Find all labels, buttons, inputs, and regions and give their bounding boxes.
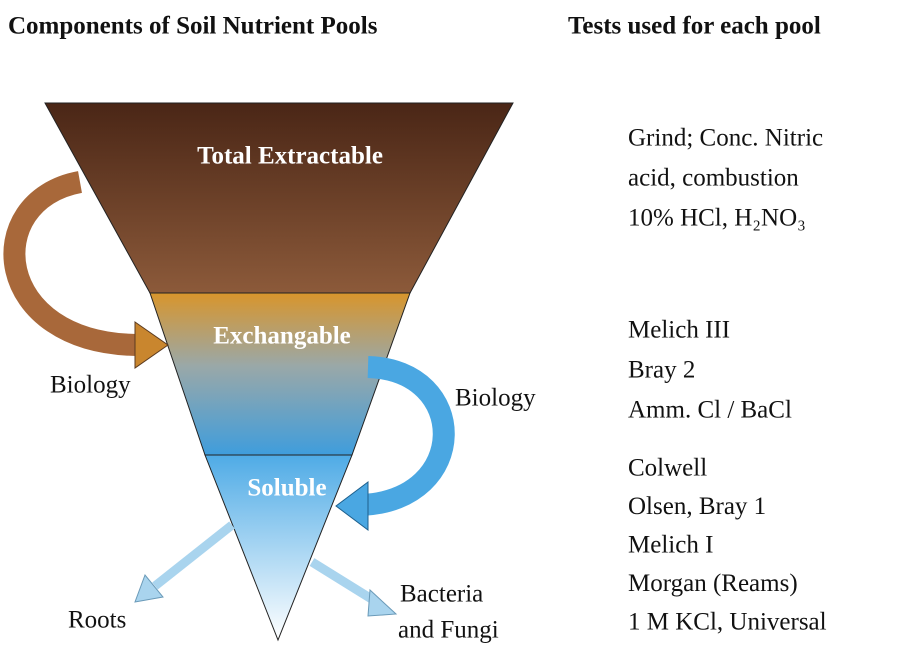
arrow-label: Biology xyxy=(50,372,131,399)
pool-label: Soluble xyxy=(247,475,326,502)
arrow-biology-left xyxy=(3,171,141,356)
test-line: Olsen, Bray 1 xyxy=(628,493,766,520)
arrowhead xyxy=(134,574,164,603)
test-line: Colwell xyxy=(628,455,707,482)
test-line: Bray 2 xyxy=(628,357,695,384)
arrowhead xyxy=(335,481,369,531)
pool-soluble xyxy=(204,454,353,642)
pool-label: Exchangable xyxy=(213,323,351,350)
arrow-label: and Fungi xyxy=(398,617,499,644)
test-line: 10% HCl, H₂NO₃ xyxy=(628,205,806,232)
test-line: Grind; Conc. Nitric xyxy=(628,125,823,152)
arrow-roots xyxy=(152,521,235,590)
arrowhead xyxy=(134,321,169,369)
header-right: Tests used for each pool xyxy=(568,13,821,40)
test-line: Melich III xyxy=(628,317,730,344)
test-line: Amm. Cl / BaCl xyxy=(628,397,792,424)
arrow-label: Roots xyxy=(68,607,126,634)
header-left: Components of Soil Nutrient Pools xyxy=(8,13,378,40)
tests: Grind; Conc. Nitric acid, combustion 10% H… xyxy=(628,125,827,636)
test-line: acid, combustion xyxy=(628,165,799,192)
pool-total xyxy=(44,102,514,294)
arrow-bacteria xyxy=(309,558,381,607)
pool-label: Total Extractable xyxy=(197,143,383,170)
test-line: 1 M KCl, Universal xyxy=(628,609,827,636)
test-line: Melich I xyxy=(628,532,713,559)
arrow-label: Biology xyxy=(455,385,536,412)
arrow-biology-right xyxy=(361,356,455,516)
arrow-label: Bacteria xyxy=(400,581,483,608)
arrowhead xyxy=(367,588,398,617)
test-line: Morgan (Reams) xyxy=(628,570,798,597)
